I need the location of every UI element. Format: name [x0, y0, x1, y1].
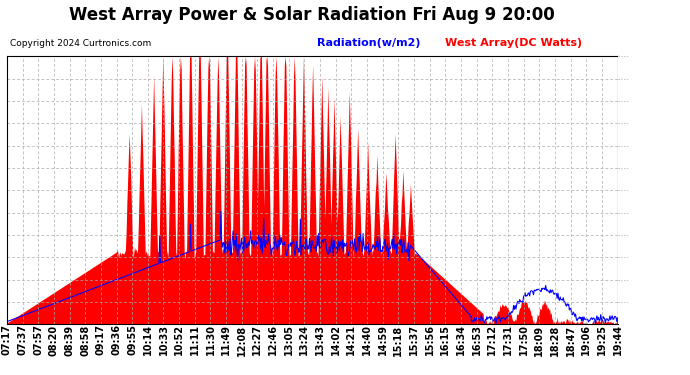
Text: 16:53: 16:53: [472, 324, 482, 356]
Text: 10:14: 10:14: [143, 324, 152, 356]
Text: 15:18: 15:18: [393, 324, 404, 356]
Text: 08:20: 08:20: [49, 324, 59, 356]
Text: 13:24: 13:24: [299, 324, 309, 356]
Text: 14:40: 14:40: [362, 324, 372, 356]
Text: 17:31: 17:31: [503, 324, 513, 356]
Text: 10:52: 10:52: [174, 324, 184, 356]
Text: 17:50: 17:50: [519, 324, 529, 356]
Text: 09:36: 09:36: [112, 324, 121, 356]
Text: 19:25: 19:25: [597, 324, 607, 356]
Text: 13:05: 13:05: [284, 324, 294, 356]
Text: 17:12: 17:12: [487, 324, 497, 356]
Text: 10:33: 10:33: [159, 324, 168, 356]
Text: 12:27: 12:27: [253, 324, 262, 356]
Text: 07:37: 07:37: [17, 324, 28, 356]
Text: West Array(DC Watts): West Array(DC Watts): [445, 38, 582, 48]
Text: 11:49: 11:49: [221, 324, 231, 356]
Text: 19:44: 19:44: [613, 324, 622, 356]
Text: 15:37: 15:37: [409, 324, 419, 356]
Text: 09:55: 09:55: [127, 324, 137, 356]
Text: 13:43: 13:43: [315, 324, 325, 356]
Text: West Array Power & Solar Radiation Fri Aug 9 20:00: West Array Power & Solar Radiation Fri A…: [70, 6, 555, 24]
Text: Radiation(w/m2): Radiation(w/m2): [317, 38, 421, 48]
Text: 18:09: 18:09: [534, 324, 544, 356]
Text: 08:58: 08:58: [80, 324, 90, 356]
Text: 16:15: 16:15: [440, 324, 451, 356]
Text: 16:34: 16:34: [456, 324, 466, 356]
Text: 19:06: 19:06: [581, 324, 591, 356]
Text: 08:39: 08:39: [65, 324, 75, 356]
Text: 09:17: 09:17: [96, 324, 106, 356]
Text: 11:11: 11:11: [190, 324, 200, 356]
Text: 15:56: 15:56: [424, 324, 435, 356]
Text: 14:02: 14:02: [331, 324, 341, 356]
Text: 12:46: 12:46: [268, 324, 278, 356]
Text: 11:30: 11:30: [206, 324, 215, 356]
Text: 12:08: 12:08: [237, 324, 247, 356]
Text: 18:28: 18:28: [550, 324, 560, 356]
Text: 07:17: 07:17: [2, 324, 12, 356]
Text: 14:21: 14:21: [346, 324, 356, 356]
Text: Copyright 2024 Curtronics.com: Copyright 2024 Curtronics.com: [10, 39, 152, 48]
Text: 18:47: 18:47: [566, 324, 575, 356]
Text: 14:59: 14:59: [377, 324, 388, 356]
Text: 07:57: 07:57: [33, 324, 43, 356]
